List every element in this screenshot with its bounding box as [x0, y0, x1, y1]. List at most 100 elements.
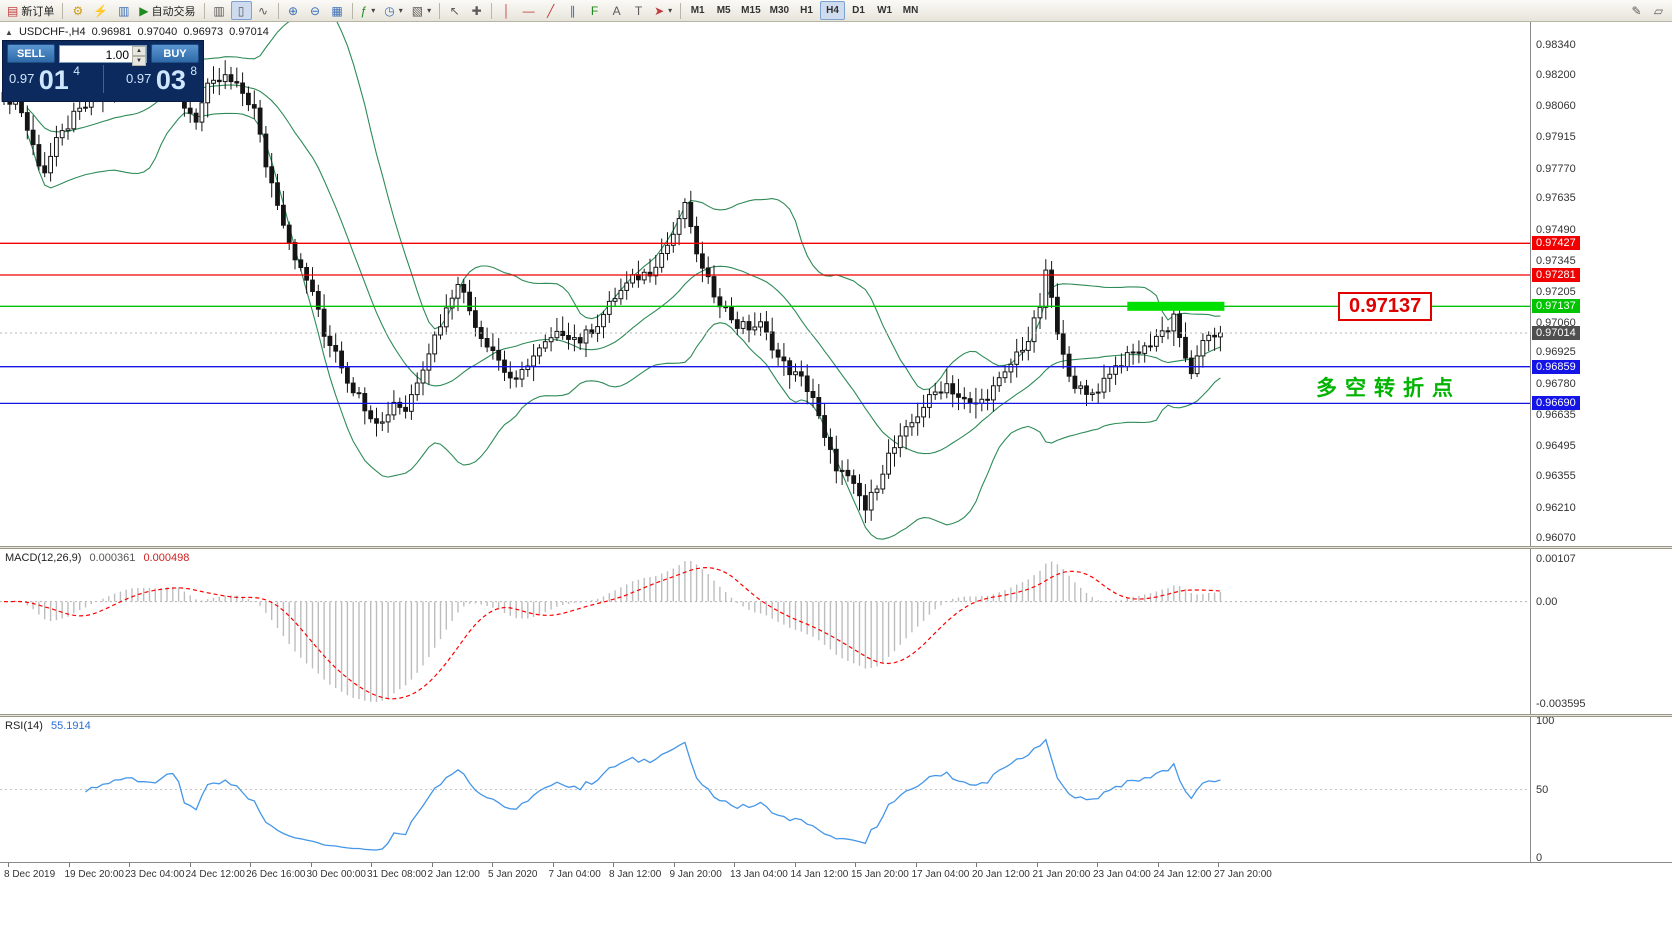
expert-advisors-icon: ⚙	[72, 3, 84, 18]
data-window-button[interactable]: ▥	[113, 1, 134, 20]
vertical-line-button[interactable]: │	[496, 1, 517, 20]
templates-icon: ▧	[411, 3, 424, 18]
expert-advisors-button[interactable]: ⚙	[67, 1, 88, 20]
volume-stepper: ▲ ▼	[132, 45, 146, 66]
cursor-button[interactable]: ↖	[444, 1, 465, 20]
macd-chart[interactable]	[0, 549, 1530, 714]
time-label: 2 Jan 12:00	[427, 869, 480, 880]
periods-button[interactable]: ◷ ▾	[380, 1, 407, 20]
sell-button[interactable]: SELL	[7, 44, 55, 63]
timeframe-button-d1[interactable]: D1	[846, 1, 871, 20]
timeframe-button-m1[interactable]: M1	[685, 1, 710, 20]
time-tick	[794, 863, 796, 867]
buy-price-small: 0.97	[126, 71, 152, 86]
sell-price-display: 0.97 01 4	[9, 64, 101, 96]
timeframe-button-h4[interactable]: H4	[820, 1, 846, 20]
price-callout-label[interactable]: 0.97137	[1338, 292, 1433, 322]
time-label: 21 Jan 20:00	[1032, 869, 1091, 880]
toolbar-separator	[203, 2, 205, 19]
macd-axis[interactable]: 0.00107 0.00 -0.003595	[1531, 549, 1672, 714]
channel-button[interactable]: ∥	[562, 1, 583, 20]
timeframe-button-mn[interactable]: MN	[898, 1, 923, 20]
time-tick	[431, 863, 433, 867]
line-chart-icon: ∿	[258, 3, 269, 18]
time-label: 24 Jan 12:00	[1153, 869, 1212, 880]
price-axis[interactable]: 0.98340 0.98200 0.98060 0.97915 0.97770 0.976…	[1531, 22, 1672, 546]
time-tick	[552, 863, 554, 867]
bar-chart-button[interactable]: ▥	[209, 1, 230, 20]
volume-input[interactable]: 1.00 ▲ ▼	[59, 44, 147, 66]
toolbar-separator	[351, 2, 353, 19]
time-label: 20 Jan 12:00	[972, 869, 1030, 880]
buy-button[interactable]: BUY	[151, 44, 199, 63]
rsi-chart[interactable]	[0, 717, 1530, 862]
fibonacci-icon: F	[590, 3, 599, 18]
scripts-icon: ⚡	[93, 3, 109, 18]
edit-button[interactable]: ✎	[1626, 1, 1647, 20]
timeframe-button-m15[interactable]: M15	[737, 1, 764, 20]
macd-title: MACD(12,26,9)	[5, 552, 82, 564]
scripts-button[interactable]: ⚡	[89, 1, 112, 20]
volume-up-button[interactable]: ▲	[132, 45, 146, 56]
horizontal-line-button[interactable]: ―	[518, 1, 539, 20]
timeframe-button-m30[interactable]: M30	[766, 1, 793, 20]
rsi-axis[interactable]: 100 50 0	[1531, 715, 1672, 864]
text-label-button[interactable]: T	[628, 1, 649, 20]
text-label-icon: T	[634, 3, 643, 18]
time-tick	[1218, 863, 1219, 867]
text-button[interactable]: A	[606, 1, 627, 20]
arrows-button[interactable]: ➤ ▾	[650, 1, 676, 20]
time-label: 7 Jan 04:00	[548, 869, 601, 880]
price-chart[interactable]	[0, 22, 1530, 546]
periods-icon: ◷	[384, 3, 395, 18]
caret-down-icon: ▾	[427, 6, 432, 15]
time-tick	[673, 863, 675, 867]
candlestick-chart-button[interactable]: ▯	[230, 1, 252, 20]
edit-icon: ✎	[1631, 3, 1642, 18]
volume-value[interactable]: 1.00	[105, 47, 129, 62]
chart-annotation-text[interactable]: 多空转折点	[1316, 376, 1461, 400]
timeframe-button-w1[interactable]: W1	[872, 1, 897, 20]
autotrade-button[interactable]: ▶ 自动交易	[135, 1, 199, 20]
bottom-filler	[0, 888, 1672, 944]
time-axis[interactable]: 8 Dec 2019 19 Dec 20:00 23 Dec 04:00 24 Dec…	[0, 863, 1672, 888]
templates-button[interactable]: ▧ ▾	[408, 1, 435, 20]
time-label: 26 Dec 16:00	[246, 869, 306, 880]
panel-splitter[interactable]	[0, 546, 1672, 549]
ohlc-close: 0.97014	[229, 26, 269, 38]
toolbar-separator	[680, 2, 682, 19]
time-label: 9 Jan 20:00	[669, 869, 722, 880]
toolbar-separator	[491, 2, 493, 19]
time-tick	[1097, 863, 1098, 867]
price-label: 0.96690	[1532, 396, 1580, 411]
oneclick-toggle-icon[interactable]: ▲	[5, 28, 13, 37]
price-label: 0.97137	[1532, 299, 1580, 314]
tile-windows-button[interactable]: ▦	[327, 1, 348, 20]
trendline-button[interactable]: ╱	[540, 1, 561, 20]
time-tick	[976, 863, 977, 867]
buy-price-big: 03	[155, 65, 186, 95]
time-label: 14 Jan 12:00	[790, 869, 849, 880]
axis-tick: 0.00107	[1536, 553, 1576, 565]
crosshair-button[interactable]: ✚	[466, 1, 487, 20]
time-label: 8 Jan 12:00	[609, 869, 662, 880]
indicators-icon: ƒ	[360, 3, 368, 18]
new-order-button[interactable]: ▤ 新订单	[3, 1, 58, 20]
indicators-button[interactable]: ƒ ▾	[357, 1, 380, 20]
volume-down-button[interactable]: ▼	[132, 55, 146, 66]
axis-tick: 50	[1536, 783, 1549, 796]
timeframe-button-m5[interactable]: M5	[711, 1, 736, 20]
zoom-in-button[interactable]: ⊕	[283, 1, 304, 20]
timeframe-button-h1[interactable]: H1	[794, 1, 819, 20]
new-chart-button[interactable]: ▱	[1648, 1, 1669, 20]
axis-tick: 0	[1536, 852, 1543, 864]
trade-prices-row: 0.97 01 4 0.97 03 8	[3, 64, 203, 96]
line-chart-button[interactable]: ∿	[253, 1, 274, 20]
time-axis-border	[0, 862, 1672, 863]
fibonacci-button[interactable]: F	[584, 1, 605, 20]
axis-tick: 0.97915	[1536, 131, 1576, 144]
one-click-trading-panel: SELL 1.00 ▲ ▼ BUY 0.97 01 4 0.97 03 8	[2, 40, 204, 102]
panel-splitter[interactable]	[0, 714, 1672, 717]
time-tick	[310, 863, 312, 867]
zoom-out-button[interactable]: ⊖	[305, 1, 326, 20]
